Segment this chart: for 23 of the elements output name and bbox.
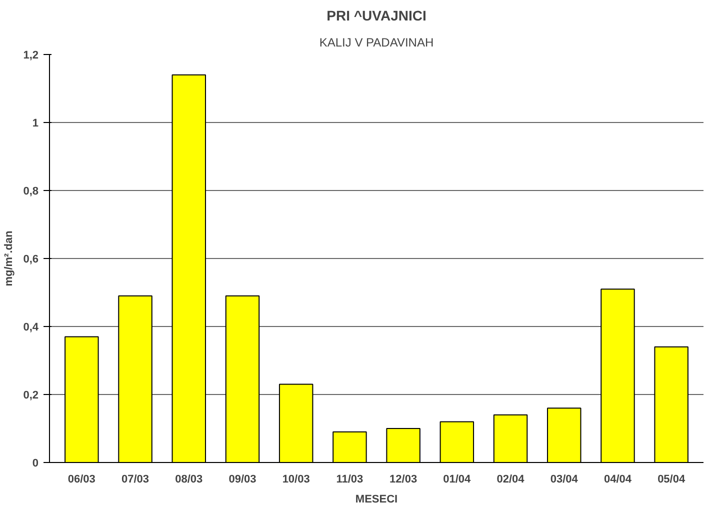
x-tick-label: 10/03 — [282, 474, 310, 486]
y-tick-label: 0,2 — [23, 390, 39, 402]
y-tick-label: 0,6 — [23, 254, 39, 266]
y-tick-label: 0,8 — [23, 186, 39, 198]
chart-subtitle: KALIJ V PADAVINAH — [319, 36, 434, 50]
x-tick-label: 02/04 — [496, 474, 526, 486]
x-tick-label: 03/04 — [550, 474, 579, 486]
x-tick-label: 08/03 — [175, 474, 203, 486]
x-tick-label: 09/03 — [228, 474, 256, 486]
chart-title: PRI ^UVAJNICI — [326, 8, 426, 24]
y-tick-label: 1 — [32, 118, 39, 130]
x-tick-label: 12/03 — [390, 474, 418, 486]
x-axis-title: MESECI — [355, 494, 398, 506]
x-tick-label: 01/04 — [443, 474, 472, 486]
x-tick-label: 05/04 — [658, 474, 686, 486]
x-tick-label: 07/03 — [122, 474, 150, 486]
y-tick-label: 1,2 — [23, 50, 39, 62]
x-tick-label: 06/03 — [68, 474, 96, 486]
y-tick-label: 0 — [32, 458, 39, 470]
y-axis-title: mg/m².dan — [3, 230, 16, 286]
x-tick-label: 04/04 — [604, 474, 632, 486]
x-tick-label: 11/03 — [336, 474, 364, 486]
y-tick-label: 0,4 — [23, 322, 40, 334]
